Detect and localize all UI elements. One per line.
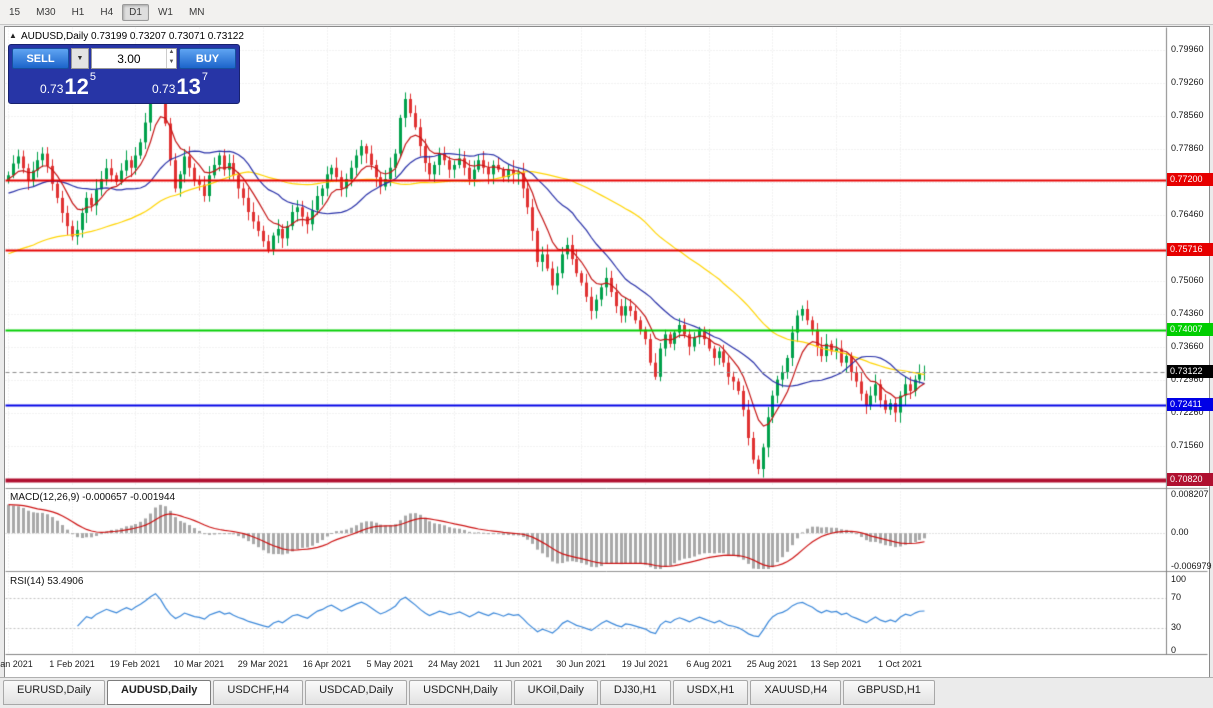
chart-tab-usdx-h1[interactable]: USDX,H1 [672, 680, 749, 705]
date-label: 1 Oct 2021 [877, 659, 923, 669]
timeframe-button-h4[interactable]: H4 [100, 6, 114, 18]
macd-axis-label: 0.00 [1171, 527, 1189, 538]
chart-tab-usdcnh-daily[interactable]: USDCNH,Daily [409, 680, 512, 705]
timeframe-button-w1[interactable]: W1 [157, 6, 173, 18]
price-badge-070820: 0.70820 [1167, 473, 1213, 487]
buy-price-sup: 7 [201, 71, 208, 83]
price-axis-label: 0.76460 [1171, 208, 1204, 219]
chart-tab-gbpusd-h1[interactable]: GBPUSD,H1 [843, 680, 935, 705]
price-badge-073122: 0.73122 [1167, 364, 1213, 378]
sell-price-pips: 12 [64, 74, 89, 99]
price-axis-label: 0.78560 [1171, 109, 1204, 120]
price-axis-label: 0.79960 [1171, 44, 1204, 55]
date-label: 29 Mar 2021 [237, 659, 289, 669]
rsi-axis-label: 70 [1171, 591, 1182, 602]
macd-axis-label: -0.006979 [1171, 561, 1212, 571]
timeframe-button-h1[interactable]: H1 [71, 6, 85, 18]
price-badge-075716: 0.75716 [1167, 242, 1213, 256]
panel-collapse-toggle[interactable]: ▲ [9, 31, 17, 40]
date-label: 19 Jul 2021 [621, 659, 669, 669]
price-axis-label: 0.71560 [1171, 439, 1204, 450]
volume-decrement-button[interactable]: ▼ [168, 58, 175, 65]
sell-price: 0.73 12 5 [12, 69, 124, 100]
chart-tab-usdchf-h4[interactable]: USDCHF,H4 [213, 680, 304, 705]
price-badge-074007: 0.74007 [1167, 323, 1213, 337]
macd-axis-label: 0.008207 [1171, 489, 1209, 499]
volume-input[interactable] [92, 49, 166, 68]
buy-price-pips: 13 [176, 74, 201, 99]
timeframe-button-15[interactable]: 15 [9, 6, 21, 18]
volume-dropdown-button[interactable]: ▼ [71, 48, 89, 69]
sell-button[interactable]: SELL [12, 48, 69, 69]
timeframe-button-m30[interactable]: M30 [36, 6, 56, 18]
rsi-axis-label: 100 [1171, 574, 1187, 584]
buy-button[interactable]: BUY [179, 48, 236, 69]
price-badge-072411: 0.72411 [1167, 398, 1213, 412]
volume-stepper: ▲ ▼ [165, 49, 176, 68]
date-label: 13 Sep 2021 [810, 659, 862, 669]
date-label: 11 Jun 2021 [493, 659, 543, 669]
rsi-axis-label: 0 [1171, 645, 1177, 655]
date-label: 10 Mar 2021 [173, 659, 225, 669]
one-click-trading-panel: SELL ▼ ▲ ▼ BUY 0.73 12 5 0.73 13 7 [8, 44, 240, 104]
price-axis-label: 0.79260 [1171, 77, 1204, 88]
price-axis-label: 0.74360 [1171, 307, 1204, 318]
chart-tab-audusd-daily[interactable]: AUDUSD,Daily [106, 680, 212, 705]
sell-price-sup: 5 [89, 71, 96, 83]
date-label: 24 May 2021 [427, 659, 481, 669]
date-label: 5 May 2021 [366, 659, 414, 669]
price-axis-label: 0.77860 [1171, 142, 1204, 153]
timeframe-button-mn[interactable]: MN [188, 6, 205, 18]
price-axis-label: 0.72960 [1171, 373, 1204, 384]
chart-tab-usdcad-daily[interactable]: USDCAD,Daily [305, 680, 408, 705]
chart-tab-ukoil-daily[interactable]: UKOil,Daily [513, 680, 598, 705]
volume-increment-button[interactable]: ▲ [168, 49, 175, 55]
timeframe-button-d1[interactable]: D1 [122, 3, 149, 21]
volume-field-wrap: ▲ ▼ [91, 48, 177, 69]
chart-tab-xauusd-h4[interactable]: XAUUSD,H4 [750, 680, 842, 705]
rsi-label: RSI(14) 53.4906 [10, 576, 84, 587]
buy-price: 0.73 13 7 [124, 69, 236, 100]
price-axis-label: 0.73660 [1171, 340, 1204, 351]
chart-tab-dj30-h1[interactable]: DJ30,H1 [599, 680, 671, 705]
date-label: 19 Feb 2021 [109, 659, 161, 669]
date-label: 6 Aug 2021 [686, 659, 732, 669]
buy-price-big: 0.73 [152, 82, 176, 96]
sell-price-big: 0.73 [40, 82, 64, 96]
rsi-axis-label: 30 [1171, 622, 1182, 633]
price-axis-label: 0.75060 [1171, 274, 1204, 285]
date-label: 25 Aug 2021 [746, 659, 798, 669]
price-badge-077200: 0.77200 [1167, 173, 1213, 186]
date-label: 1 Feb 2021 [49, 659, 95, 669]
date-label: 16 Apr 2021 [302, 659, 352, 669]
timeframe-toolbar: 15 M30 H1 H4 D1 W1 MN [0, 0, 1213, 25]
chart-tab-eurusd-daily[interactable]: EURUSD,Daily [3, 680, 105, 705]
date-label: 30 Jun 2021 [556, 659, 606, 669]
macd-label: MACD(12,26,9) -0.000657 -0.001944 [10, 492, 176, 503]
chart-title: AUDUSD,Daily 0.73199 0.73207 0.73071 0.7… [21, 31, 244, 42]
chart-tabs-bar: EURUSD,Daily AUDUSD,Daily USDCHF,H4 USDCAD,… [0, 677, 1213, 708]
date-label: 13 Jan 2021 [0, 659, 33, 669]
price-axis-label: 0.72260 [1171, 406, 1204, 417]
